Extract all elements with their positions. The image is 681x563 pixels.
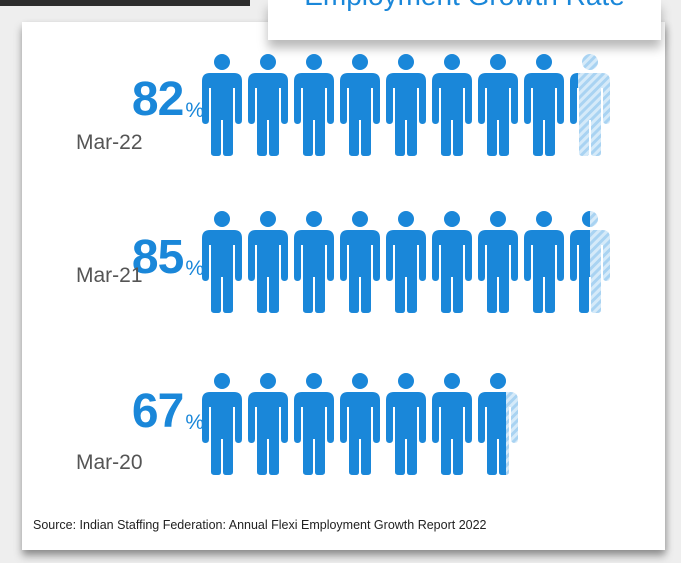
value-label-row-2: 85%: [132, 228, 204, 288]
value-number: 85: [131, 231, 184, 284]
chart-title: Employment Growth Rate: [268, 0, 661, 12]
value-unit: %: [185, 411, 204, 434]
value-number: 67: [131, 385, 184, 438]
value-unit: %: [185, 99, 204, 122]
value-number: 82: [131, 73, 184, 126]
period-label-row-2: Mar-21: [76, 264, 143, 287]
period-label-row-1: Mar-22: [76, 131, 143, 154]
title-tab: Employment Growth Rate: [268, 0, 661, 40]
value-unit: %: [185, 257, 204, 280]
value-label-row-3: 67%: [132, 382, 204, 442]
source-note: Source: Indian Staffing Federation: Annu…: [33, 518, 487, 532]
top-accent-bar: [0, 0, 250, 6]
period-label-row-3: Mar-20: [76, 451, 143, 474]
value-label-row-1: 82%: [132, 70, 204, 130]
